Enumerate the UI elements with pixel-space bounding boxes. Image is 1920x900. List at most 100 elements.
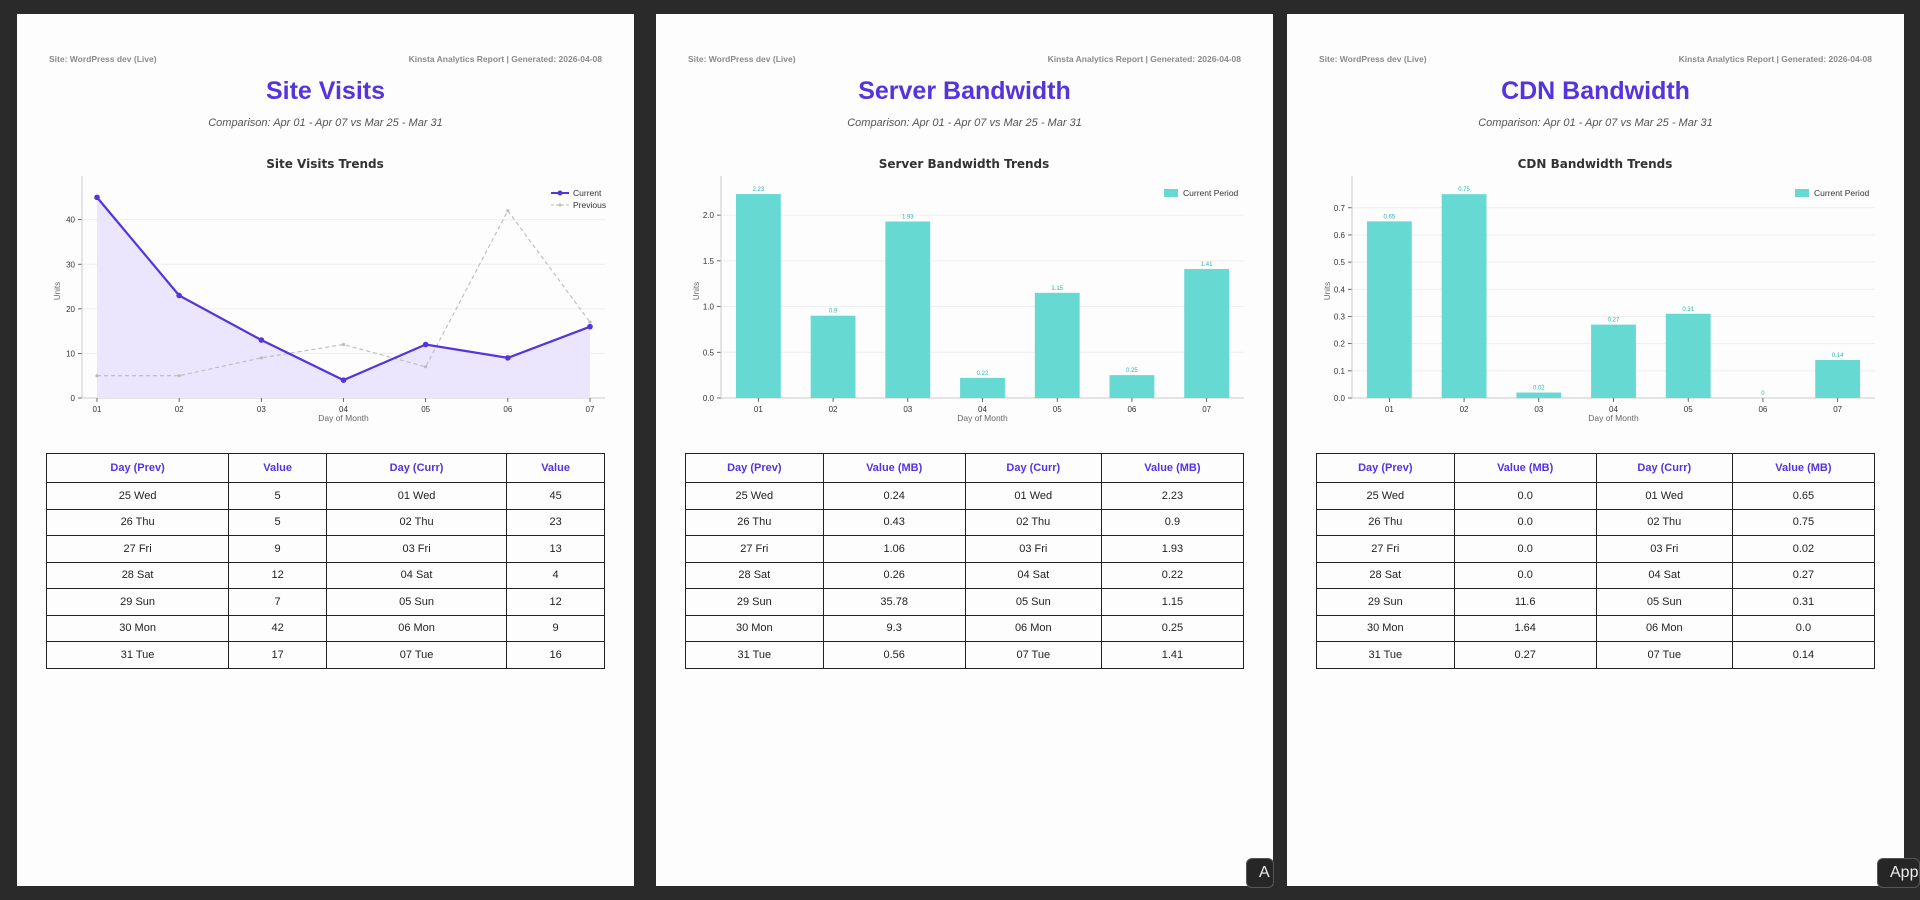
current-point [422,341,429,348]
table-row: 25 Wed 0.24 01 Wed 2.23 [685,482,1245,510]
app-button[interactable]: A [1246,858,1274,888]
table-cell: 9.3 [822,614,966,642]
table-cell: 0.25 [1100,614,1245,642]
table-cell: 02 Thu [325,508,508,536]
table-cell: 16 [506,641,605,669]
table-cell: 12 [506,588,605,616]
bar-value-label: 0.75 [1458,187,1470,193]
table-cell: 04 Sat [1595,561,1733,589]
table-cell: 42 [228,614,327,642]
site-visits-table: Day (Prev) Value Day (Curr) Value 25 Wed… [45,453,605,669]
comparison-subtitle: Comparison: Apr 01 - Apr 07 vs Mar 25 - … [847,117,1082,129]
bar-value-label: 0 [1761,391,1765,397]
table-cell: 0.43 [822,508,966,536]
current-point [94,194,100,201]
table-cell: 0.0 [1453,535,1597,563]
previous-point [95,374,99,378]
table-cell: 28 Sat [1316,561,1455,589]
legend-marker-current [557,190,563,196]
table-row: 26 Thu 5 02 Thu 23 [45,508,605,536]
y-tick-label: 0.0 [1334,394,1346,403]
table-cell: 9 [506,614,605,642]
table-cell: 25 Wed [685,482,824,510]
x-tick-label: 05 [421,405,430,414]
bar [1516,392,1562,398]
y-tick-label: 0 [71,394,76,403]
y-axis-label: Units [692,282,701,300]
table-row: 29 Sun 11.6 05 Sun 0.31 [1316,588,1876,616]
x-tick-label: 02 [1460,405,1469,414]
table-cell: 26 Thu [45,508,230,536]
table-cell: 29 Sun [45,588,230,616]
bar [960,377,1005,398]
column-header: Day (Curr) [1595,453,1733,483]
bar-value-label: 0.25 [1126,368,1138,374]
previous-point [259,356,263,360]
y-tick-label: 1.0 [703,303,715,312]
site-visits-chart: Site Visits Trends 0 10 20 30 40 01 02 03 04 05 06 0… [53,157,606,423]
table-row: 28 Sat 12 04 Sat 4 [45,561,605,589]
table-cell: 0.24 [822,482,966,510]
table-row: 26 Thu 0.43 02 Thu 0.9 [685,508,1245,536]
table-cell: 1.15 [1100,588,1245,616]
y-tick-label: 0.5 [703,348,715,357]
bar [1591,324,1636,398]
column-header: Value (MB) [1731,453,1876,483]
table-cell: 0.56 [822,641,966,669]
bar-value-label: 0.02 [1533,386,1545,392]
bar-value-label: 2.23 [753,187,765,193]
table-cell: 0.14 [1731,641,1876,669]
table-cell: 28 Sat [45,561,230,589]
bar-value-label: 0.31 [1682,307,1694,313]
table-cell: 5 [228,508,327,536]
table-row: 30 Mon 1.64 06 Mon 0.0 [1316,614,1876,642]
legend-marker-previous [558,203,562,207]
app-button[interactable]: App [1877,858,1920,888]
table-row: 27 Fri 1.06 03 Fri 1.93 [685,535,1245,563]
site-label: Site: WordPress dev (Live) [1319,54,1427,64]
column-header: Day (Prev) [1316,453,1455,483]
previous-point [588,320,592,324]
table-cell: 12 [228,561,327,589]
comparison-subtitle: Comparison: Apr 01 - Apr 07 vs Mar 25 - … [1478,117,1713,129]
table-cell: 31 Tue [685,641,824,669]
y-tick-label: 0.3 [1334,312,1346,321]
x-tick-label: 06 [503,405,512,414]
table-cell: 27 Fri [45,535,230,563]
table-cell: 27 Fri [1316,535,1455,563]
bar [1184,269,1230,398]
previous-point [177,374,181,378]
table-cell: 4 [506,561,605,589]
legend-label: Current Period [1814,188,1870,198]
chart-title: Server Bandwidth Trends [879,157,1050,171]
table-cell: 25 Wed [1316,482,1455,510]
table-cell: 07 Tue [325,641,508,669]
current-point [340,377,347,383]
table-cell: 0.31 [1731,588,1876,616]
column-header: Day (Prev) [685,453,824,483]
table-cell: 1.41 [1100,641,1245,669]
table-cell: 02 Thu [964,508,1102,536]
x-tick-label: 04 [978,405,987,414]
page-title: Server Bandwidth [858,77,1071,105]
server-bandwidth-chart: Server Bandwidth Trends 0.0 0.5 1.0 1.5 2.0 01… [692,157,1244,423]
previous-point [506,209,510,213]
table-cell: 0.22 [1100,561,1245,589]
table-cell: 05 Sun [1595,588,1733,616]
x-tick-label: 03 [903,405,912,414]
table-cell: 9 [228,535,327,563]
table-cell: 01 Wed [325,482,508,510]
y-tick-label: 20 [66,305,75,314]
table-cell: 0.0 [1453,482,1597,510]
y-tick-label: 0.1 [1334,367,1346,376]
bar-value-label: 0.27 [1608,318,1620,324]
table-cell: 13 [506,535,605,563]
x-tick-label: 06 [1758,405,1767,414]
table-cell: 06 Mon [964,614,1102,642]
table-row: 25 Wed 0.0 01 Wed 0.65 [1316,482,1876,510]
bar [1109,375,1155,398]
table-row: 29 Sun 7 05 Sun 12 [45,588,605,616]
site-label: Site: WordPress dev (Live) [688,54,796,64]
table-cell: 07 Tue [1595,641,1733,669]
legend-swatch [1164,189,1178,197]
